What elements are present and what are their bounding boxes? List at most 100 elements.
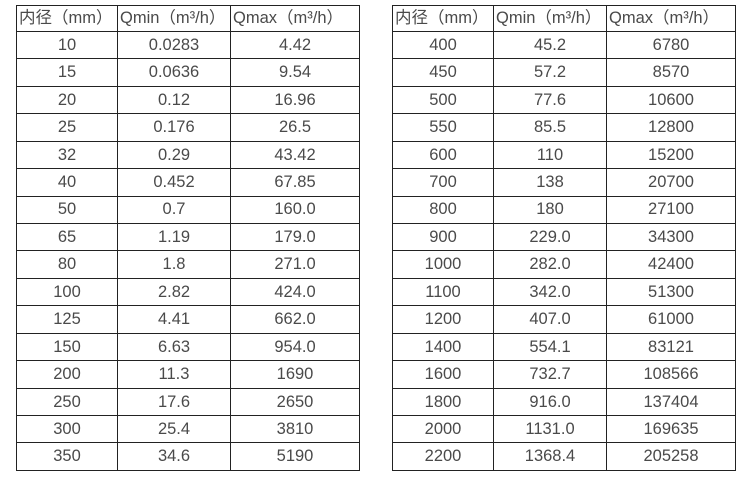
- header-cell: Qmax（m³/h）: [606, 5, 736, 32]
- cell: 67.85: [230, 168, 360, 197]
- flow-range-table-small-diameters: 内径（mm） Qmin（m³/h） Qmax（m³/h） 10 0.0283 4.42 1…: [16, 5, 360, 471]
- cell: 732.7: [493, 360, 607, 389]
- cell: 160.0: [230, 195, 360, 224]
- table-row: 200 11.3 1690: [16, 360, 360, 389]
- table-row: 2000 1131.0 169635: [392, 415, 736, 444]
- cell: 1400: [392, 332, 494, 362]
- table-row: 80 1.8 271.0: [16, 250, 360, 279]
- cell: 1800: [392, 387, 494, 417]
- table-row: 1800 916.0 137404: [392, 387, 736, 417]
- cell: 138: [493, 168, 607, 197]
- cell: 342.0: [493, 277, 607, 307]
- cell: 83121: [606, 332, 736, 362]
- cell: 137404: [606, 387, 736, 417]
- cell: 1100: [392, 277, 494, 307]
- table-body: 10 0.0283 4.42 15 0.0636 9.54 20 0.12 16.96 25 0.1…: [16, 30, 360, 471]
- cell: 1200: [392, 305, 494, 334]
- table-row: 1200 407.0 61000: [392, 305, 736, 334]
- table-header: 内径（mm） Qmin（m³/h） Qmax（m³/h）: [392, 5, 736, 32]
- cell: 250: [16, 387, 118, 417]
- cell: 205258: [606, 442, 736, 471]
- cell: 550: [392, 113, 494, 142]
- cell: 600: [392, 140, 494, 170]
- table-row: 900 229.0 34300: [392, 222, 736, 252]
- table-row: 600 110 15200: [392, 140, 736, 170]
- table-row: 65 1.19 179.0: [16, 222, 360, 252]
- table-row: 350 34.6 5190: [16, 442, 360, 471]
- table-row: 550 85.5 12800: [392, 113, 736, 142]
- cell: 8570: [606, 58, 736, 87]
- cell: 17.6: [117, 387, 231, 417]
- cell: 45.2: [493, 30, 607, 60]
- table-row: 400 45.2 6780: [392, 30, 736, 60]
- cell: 20700: [606, 168, 736, 197]
- cell: 1368.4: [493, 442, 607, 471]
- cell: 61000: [606, 305, 736, 334]
- table-row: 1100 342.0 51300: [392, 277, 736, 307]
- table-row: 32 0.29 43.42: [16, 140, 360, 170]
- cell: 900: [392, 222, 494, 252]
- table-row: 150 6.63 954.0: [16, 332, 360, 362]
- cell: 57.2: [493, 58, 607, 87]
- cell: 125: [16, 305, 118, 334]
- table-row: 800 180 27100: [392, 195, 736, 224]
- cell: 229.0: [493, 222, 607, 252]
- cell: 5190: [230, 442, 360, 471]
- table-row: 300 25.4 3810: [16, 415, 360, 444]
- cell: 2.82: [117, 277, 231, 307]
- cell: 16.96: [230, 85, 360, 115]
- cell: 424.0: [230, 277, 360, 307]
- cell: 500: [392, 85, 494, 115]
- header-cell: 内径（mm）: [16, 5, 118, 32]
- cell: 110: [493, 140, 607, 170]
- cell: 6780: [606, 30, 736, 60]
- flow-range-table-large-diameters: 内径（mm） Qmin（m³/h） Qmax（m³/h） 400 45.2 6780 45…: [392, 5, 736, 471]
- table-row: 250 17.6 2650: [16, 387, 360, 417]
- table-row: 2200 1368.4 205258: [392, 442, 736, 471]
- cell: 954.0: [230, 332, 360, 362]
- table-row: 500 77.6 10600: [392, 85, 736, 115]
- cell: 2200: [392, 442, 494, 471]
- header-cell: 内径（mm）: [392, 5, 494, 32]
- cell: 80: [16, 250, 118, 279]
- cell: 450: [392, 58, 494, 87]
- cell: 4.41: [117, 305, 231, 334]
- cell: 200: [16, 360, 118, 389]
- cell: 25: [16, 113, 118, 142]
- cell: 20: [16, 85, 118, 115]
- cell: 40: [16, 168, 118, 197]
- cell: 77.6: [493, 85, 607, 115]
- cell: 12800: [606, 113, 736, 142]
- cell: 1.8: [117, 250, 231, 279]
- cell: 0.7: [117, 195, 231, 224]
- cell: 15200: [606, 140, 736, 170]
- cell: 0.0283: [117, 30, 231, 60]
- cell: 0.12: [117, 85, 231, 115]
- cell: 85.5: [493, 113, 607, 142]
- cell: 554.1: [493, 332, 607, 362]
- table-row: 20 0.12 16.96: [16, 85, 360, 115]
- cell: 282.0: [493, 250, 607, 279]
- cell: 180: [493, 195, 607, 224]
- header-row: 内径（mm） Qmin（m³/h） Qmax（m³/h）: [392, 5, 736, 32]
- cell: 43.42: [230, 140, 360, 170]
- cell: 3810: [230, 415, 360, 444]
- table-row: 1400 554.1 83121: [392, 332, 736, 362]
- table-row: 1000 282.0 42400: [392, 250, 736, 279]
- cell: 32: [16, 140, 118, 170]
- cell: 4.42: [230, 30, 360, 60]
- cell: 10: [16, 30, 118, 60]
- cell: 1600: [392, 360, 494, 389]
- table-row: 10 0.0283 4.42: [16, 30, 360, 60]
- cell: 179.0: [230, 222, 360, 252]
- cell: 662.0: [230, 305, 360, 334]
- table-row: 700 138 20700: [392, 168, 736, 197]
- cell: 300: [16, 415, 118, 444]
- cell: 1131.0: [493, 415, 607, 444]
- flow-tables-wrap: 内径（mm） Qmin（m³/h） Qmax（m³/h） 10 0.0283 4.42 1…: [16, 5, 736, 471]
- cell: 108566: [606, 360, 736, 389]
- cell: 9.54: [230, 58, 360, 87]
- cell: 0.0636: [117, 58, 231, 87]
- table-row: 450 57.2 8570: [392, 58, 736, 87]
- table-row: 125 4.41 662.0: [16, 305, 360, 334]
